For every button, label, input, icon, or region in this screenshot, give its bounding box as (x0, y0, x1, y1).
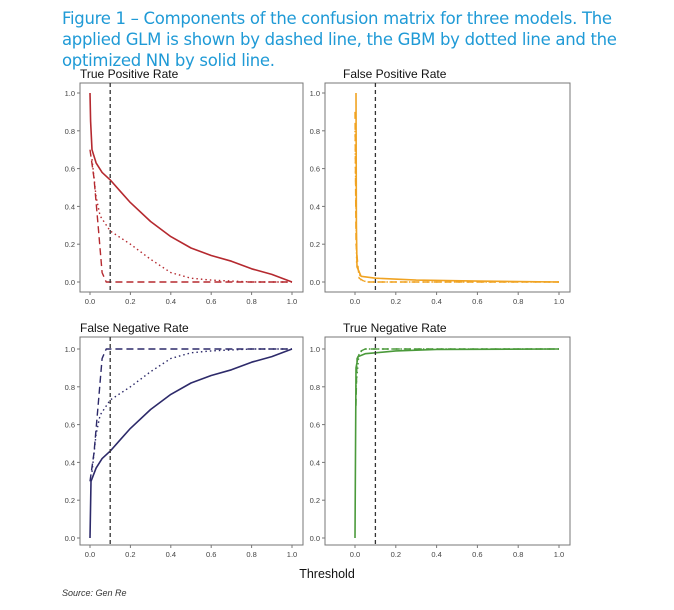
panel-title: True Positive Rate (80, 67, 179, 81)
x-tick-label: 1.0 (287, 550, 297, 559)
panel-false-negative-rate: False Negative Rate 0.0 0.2 0.4 0.6 0.8 1.0 0.0… (65, 321, 304, 559)
x-tick-label: 0.4 (166, 550, 176, 559)
x-tick-label: 0.8 (246, 297, 256, 306)
x-tick-label: 0.8 (246, 550, 256, 559)
series-gbm-line (354, 130, 559, 283)
y-tick-label: 0.2 (65, 240, 75, 249)
y-tick-label: 1.0 (310, 345, 320, 354)
y-tick-label: 0.6 (310, 165, 320, 174)
y-tick-label: 1.0 (65, 89, 75, 98)
x-tick-label: 1.0 (554, 297, 564, 306)
plot-frame (79, 82, 304, 293)
panel-true-negative-rate: True Negative Rate 0.0 0.2 0.4 0.6 0.8 1.0 0.0 0… (310, 321, 571, 559)
x-tick-label: 0.6 (472, 550, 482, 559)
y-tick-label: 0.0 (310, 534, 320, 543)
panel-title: True Negative Rate (343, 321, 447, 335)
series-gbm-line (91, 348, 292, 472)
panel-true-positive-rate: True Positive Rate 0.0 0.2 0.4 0.6 0.8 1.0 0.0 0… (65, 67, 304, 306)
y-tick-label: 0.0 (310, 278, 320, 287)
y-tick-label: 0.4 (65, 202, 75, 211)
y-tick-label: 0.0 (65, 534, 75, 543)
series-nn-line (89, 92, 293, 283)
x-tick-label: 0.6 (206, 297, 216, 306)
x-tick-label: 0.4 (431, 297, 441, 306)
panel-title: False Positive Rate (343, 67, 447, 81)
source-note: Source: Gen Re (62, 588, 127, 598)
x-tick-label: 0.2 (391, 297, 401, 306)
x-tick-label: 0.4 (166, 297, 176, 306)
plot-frame (324, 336, 571, 546)
x-tick-label: 0.4 (431, 550, 441, 559)
plot-frame (324, 82, 571, 293)
x-tick-label: 0.2 (125, 550, 135, 559)
x-tick-label: 0.8 (513, 550, 523, 559)
x-tick-label: 0.0 (85, 550, 95, 559)
panel-title: False Negative Rate (80, 321, 189, 335)
y-tick-label: 0.8 (310, 127, 320, 136)
figure-caption: Figure 1 – Components of the confusion m… (62, 9, 617, 70)
y-tick-label: 0.8 (65, 127, 75, 136)
plot-frame (79, 336, 304, 546)
x-tick-label: 1.0 (554, 550, 564, 559)
y-tick-label: 0.6 (310, 421, 320, 430)
x-tick-label: 0.6 (206, 550, 216, 559)
y-tick-label: 1.0 (310, 89, 320, 98)
y-tick-label: 0.4 (310, 202, 320, 211)
x-tick-label: 1.0 (287, 297, 297, 306)
y-tick-label: 0.6 (65, 421, 75, 430)
x-axis-label: Threshold (299, 567, 355, 581)
y-tick-label: 0.0 (65, 278, 75, 287)
y-tick-label: 0.6 (65, 165, 75, 174)
y-tick-label: 0.4 (65, 458, 75, 467)
x-tick-label: 0.0 (85, 297, 95, 306)
x-tick-label: 0.0 (350, 550, 360, 559)
y-tick-label: 0.2 (310, 496, 320, 505)
y-tick-label: 1.0 (65, 345, 75, 354)
y-tick-label: 0.2 (310, 240, 320, 249)
series-nn-line (355, 92, 560, 283)
y-tick-label: 0.2 (65, 496, 75, 505)
x-tick-label: 0.6 (472, 297, 482, 306)
y-tick-label: 0.4 (310, 458, 320, 467)
series-glm-line (354, 111, 559, 283)
y-tick-label: 0.8 (310, 383, 320, 392)
panel-false-positive-rate: False Positive Rate 0.0 0.2 0.4 0.6 0.8 1.0 0.0… (310, 67, 571, 306)
y-tick-label: 0.8 (65, 383, 75, 392)
x-tick-label: 0.2 (391, 550, 401, 559)
series-nn-line (89, 348, 293, 539)
series-gbm-line (91, 159, 292, 283)
x-tick-label: 0.8 (513, 297, 523, 306)
x-tick-label: 0.0 (350, 297, 360, 306)
x-tick-label: 0.2 (125, 297, 135, 306)
